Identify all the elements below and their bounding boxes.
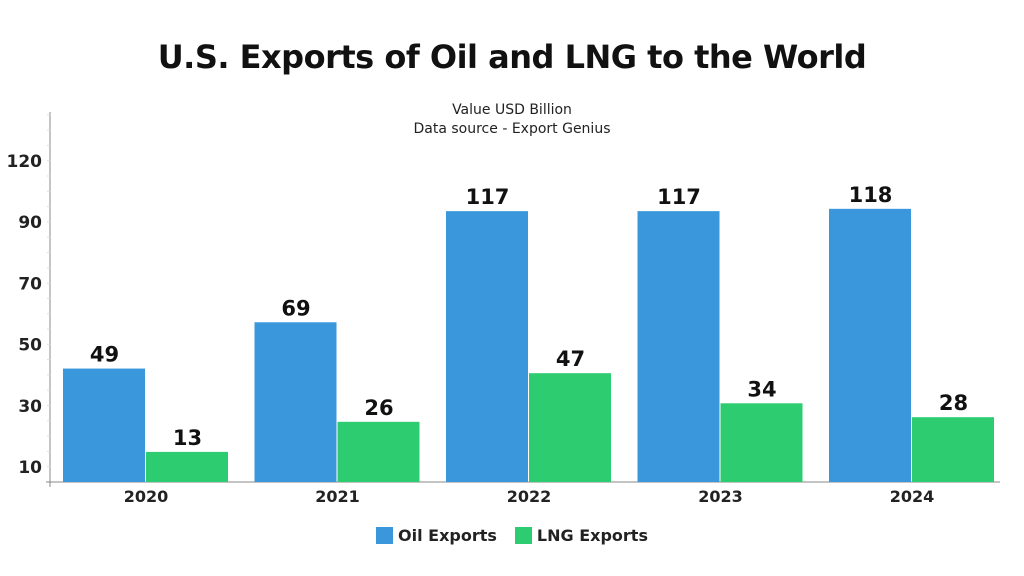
data-label: 49 xyxy=(90,343,119,367)
chart-title: U.S. Exports of Oil and LNG to the World xyxy=(157,38,867,76)
x-tick-label: 2021 xyxy=(315,487,360,506)
legend-label-lng: LNG Exports xyxy=(536,526,648,545)
data-label: 28 xyxy=(939,391,968,415)
y-tick-label: 70 xyxy=(18,274,42,294)
y-tick-label: 120 xyxy=(7,152,43,172)
x-tick-label: 2020 xyxy=(124,487,169,506)
data-label: 13 xyxy=(173,426,202,450)
bar-oil-2024 xyxy=(829,208,911,482)
data-label: 69 xyxy=(281,296,310,320)
legend-item-lng[interactable]: LNG Exports xyxy=(514,526,648,545)
bar-oil-2021 xyxy=(254,322,337,482)
bar-lng-2024 xyxy=(912,417,994,482)
legend: Oil Exports LNG Exports xyxy=(0,526,1024,545)
data-label: 34 xyxy=(747,377,776,401)
legend-label-oil: Oil Exports xyxy=(398,526,497,545)
bar-oil-2023 xyxy=(637,211,720,482)
bar-oil-2020 xyxy=(63,368,145,482)
chart-subtitle-units: Value USD Billion xyxy=(452,102,572,118)
bar-lng-2023 xyxy=(720,403,803,482)
data-label: 117 xyxy=(657,185,701,209)
data-label: 118 xyxy=(849,183,893,207)
x-tick-label: 2024 xyxy=(890,487,935,506)
y-tick-label: 50 xyxy=(18,336,42,356)
data-label: 47 xyxy=(556,347,585,371)
y-tick-label: 10 xyxy=(18,458,42,478)
data-label: 117 xyxy=(466,185,510,209)
bar-lng-2022 xyxy=(529,373,611,482)
y-tick-label: 90 xyxy=(18,213,42,233)
x-tick-label: 2022 xyxy=(507,487,552,506)
x-tick-label: 2023 xyxy=(698,487,743,506)
y-tick-label: 30 xyxy=(18,397,42,417)
legend-swatch-lng xyxy=(514,527,532,544)
bar-lng-2021 xyxy=(337,421,420,482)
bar-oil-2022 xyxy=(446,211,528,482)
legend-item-oil[interactable]: Oil Exports xyxy=(376,526,497,545)
data-label: 26 xyxy=(364,396,393,420)
bar-lng-2020 xyxy=(146,451,228,482)
legend-swatch-oil xyxy=(376,527,394,544)
chart-subtitle-source: Data source - Export Genius xyxy=(413,121,611,137)
